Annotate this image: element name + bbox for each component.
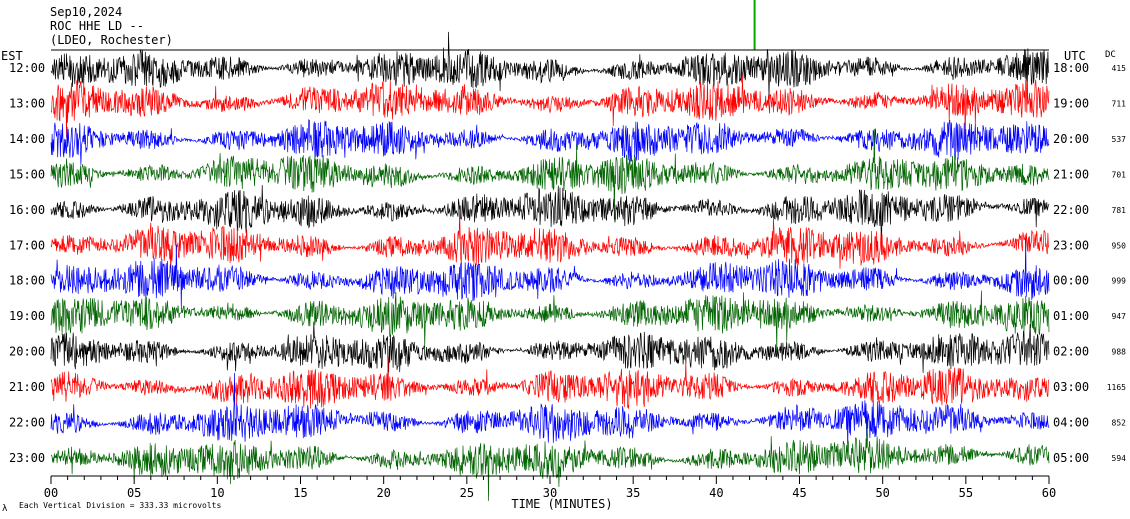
dc-label: 415 [1112,64,1127,73]
x-axis-label: TIME (MINUTES) [511,497,612,511]
x-tick-label: 35 [626,486,640,500]
trace-2100-red [50,357,1050,409]
est-label: 13:00 [9,96,45,110]
est-label: 23:00 [9,451,45,465]
utc-label: 04:00 [1053,416,1089,430]
trace-1600-black [50,184,1050,247]
x-tick-label: 50 [875,486,889,500]
est-label: 21:00 [9,380,45,394]
x-tick-label: 20 [376,486,390,500]
dc-label: 781 [1112,206,1127,215]
x-tick-label: 25 [460,486,474,500]
trace-1200-black [50,31,1050,100]
est-label: 20:00 [9,345,45,359]
x-tick-label: 00 [44,486,58,500]
trace-1900-green [50,290,1050,352]
utc-label: 19:00 [1053,96,1089,110]
dc-label: 947 [1112,312,1127,321]
est-label: 19:00 [9,309,45,323]
est-label: 14:00 [9,132,45,146]
est-label: 18:00 [9,274,45,288]
utc-label: 05:00 [1053,451,1089,465]
utc-label: 00:00 [1053,274,1089,288]
dc-label: 594 [1112,454,1127,463]
dc-label: 988 [1112,348,1127,357]
header-date: Sep10,2024 [50,5,122,19]
x-tick-label: 05 [127,486,141,500]
row-labels: 12:00 18:00 415 13:00 19:00 711 14:00 20:00 537 1… [9,61,1126,465]
dc-label: 1165 [1107,383,1126,392]
dc-label: 852 [1112,419,1127,428]
left-axis-title: EST [1,49,23,63]
trace-2000-black [50,321,1050,373]
dc-title: DC [1105,50,1116,60]
x-tick-label: 60 [1042,486,1056,500]
header-station: ROC HHE LD -- [50,19,144,33]
dc-label: 950 [1112,241,1127,250]
x-axis-ticks: 00 05 10 15 20 25 30 35 40 45 50 55 60 [44,476,1056,500]
header-location: (LDEO, Rochester) [50,33,173,47]
trace-2300-green [50,421,1050,501]
x-tick-label: 10 [210,486,224,500]
trace-1400-blue [50,118,1050,166]
utc-label: 03:00 [1053,380,1089,394]
trace-1800-blue [50,239,1050,309]
x-tick-label: 15 [293,486,307,500]
trace-1300-red [50,75,1050,142]
est-label: 16:00 [9,203,45,217]
seismogram-traces [50,31,1050,501]
utc-label: 20:00 [1053,132,1089,146]
est-label: 15:00 [9,167,45,181]
x-tick-label: 45 [792,486,806,500]
trace-1700-red [50,209,1050,273]
trace-2200-blue [50,372,1050,452]
utc-label: 02:00 [1053,345,1089,359]
utc-label: 01:00 [1053,309,1089,323]
x-tick-label: 55 [959,486,973,500]
dc-label: 701 [1112,170,1127,179]
utc-label: 23:00 [1053,238,1089,252]
footer-scale-note: Each Vertical Division = 333.33 microvol… [19,501,221,510]
est-label: 22:00 [9,416,45,430]
dc-label: 711 [1112,99,1127,108]
right-axis-title: UTC [1064,49,1086,63]
utc-label: 18:00 [1053,61,1089,75]
utc-label: 22:00 [1053,203,1089,217]
est-label: 12:00 [9,61,45,75]
footer-logo-text: λ [2,504,8,514]
x-tick-label: 40 [709,486,723,500]
utc-label: 21:00 [1053,167,1089,181]
est-label: 17:00 [9,238,45,252]
x-tick-label: 30 [543,486,557,500]
dc-label: 999 [1112,277,1127,286]
dc-label: 537 [1112,135,1127,144]
trace-1500-green [50,128,1050,220]
